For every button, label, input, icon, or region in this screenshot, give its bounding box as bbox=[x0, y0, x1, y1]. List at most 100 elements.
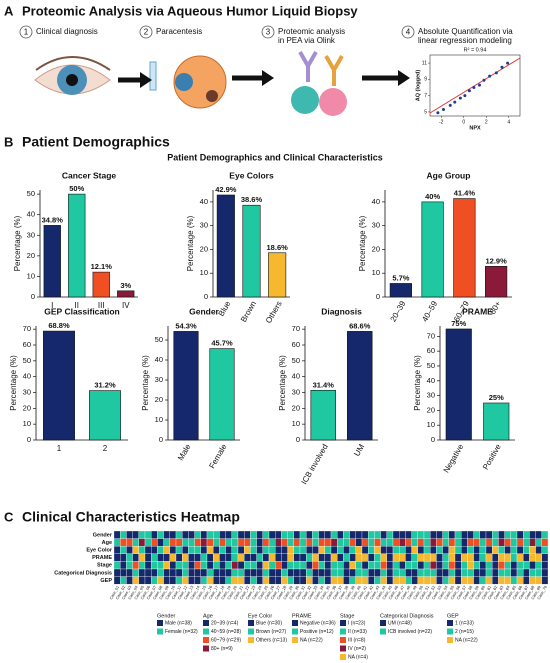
heatmap-column-label: Case_65 bbox=[506, 585, 517, 600]
heatmap-column-label: Case_35 bbox=[320, 585, 331, 600]
y-tick-label: 11 bbox=[422, 60, 427, 66]
heatmap-cell bbox=[492, 538, 499, 547]
heatmap-cell bbox=[368, 530, 375, 539]
heatmap-cell bbox=[436, 530, 443, 539]
heatmap-cell bbox=[411, 553, 418, 562]
heatmap-cell bbox=[399, 561, 406, 570]
step-text: Absolute Quantification via bbox=[418, 27, 513, 36]
heatmap-cell bbox=[386, 538, 394, 547]
heatmap-cell bbox=[361, 561, 369, 570]
heatmap-cell bbox=[399, 553, 406, 562]
y-axis-label: Percentage (%) bbox=[9, 355, 18, 411]
heatmap-cell bbox=[151, 576, 158, 585]
heatmap-cell bbox=[380, 576, 387, 585]
heatmap-cell bbox=[275, 576, 282, 585]
heatmap-cell bbox=[498, 561, 505, 570]
y-tick-label: 20 bbox=[155, 395, 163, 404]
x-tick-label: I bbox=[51, 301, 53, 310]
heatmap-cell bbox=[312, 553, 319, 562]
heatmap-cell bbox=[436, 553, 443, 562]
y-tick-label: 10 bbox=[23, 419, 31, 428]
heatmap-cell bbox=[120, 530, 127, 539]
heatmap-cell bbox=[138, 568, 146, 577]
heatmap-row-label: Gender bbox=[93, 532, 113, 538]
regression-line bbox=[429, 57, 521, 114]
y-tick-label: 20 bbox=[292, 403, 300, 412]
heatmap-cell bbox=[461, 546, 468, 554]
y-tick-label: 20 bbox=[23, 403, 31, 412]
heatmap-cell bbox=[461, 576, 468, 585]
heatmap-cell bbox=[275, 553, 282, 562]
y-tick-label: 20 bbox=[427, 405, 435, 414]
heatmap-cell bbox=[535, 576, 542, 585]
y-axis-label: AQ (logged) bbox=[415, 70, 421, 102]
y-tick-label: 50 bbox=[427, 361, 435, 370]
y-tick-label: 50 bbox=[155, 335, 163, 344]
heatmap-cell bbox=[126, 568, 133, 577]
y-tick-label: 60 bbox=[427, 346, 435, 355]
heatmap-column-label: Case_14 bbox=[190, 585, 201, 600]
heatmap-column-label: Case_11 bbox=[171, 585, 182, 600]
heatmap-cell bbox=[337, 576, 344, 585]
heatmap-cell bbox=[262, 530, 270, 539]
heatmap-cell bbox=[151, 530, 158, 539]
heatmap-cell bbox=[535, 538, 542, 547]
heatmap-cell bbox=[361, 568, 369, 577]
heatmap-cell bbox=[479, 568, 487, 577]
heatmap-cell bbox=[231, 568, 239, 577]
heatmap-cell bbox=[368, 568, 375, 577]
heatmap-cell bbox=[244, 576, 251, 585]
heatmap-cell bbox=[485, 530, 493, 539]
heatmap-cell bbox=[523, 568, 530, 577]
heatmap-column-label: Case_48 bbox=[400, 585, 411, 600]
heatmap-cell bbox=[144, 568, 152, 577]
heatmap-cell bbox=[541, 546, 549, 554]
legend-title: Eye Color bbox=[248, 613, 272, 619]
heatmap-cell bbox=[479, 561, 487, 570]
heatmap-cell bbox=[485, 568, 493, 577]
heatmap-cell bbox=[436, 561, 443, 570]
heatmap-cell bbox=[448, 553, 456, 562]
heatmap-cell bbox=[473, 576, 480, 585]
heatmap-cell bbox=[541, 553, 549, 562]
heatmap-cell bbox=[510, 538, 518, 547]
heatmap-column-label: Case_26 bbox=[264, 585, 275, 600]
point bbox=[458, 96, 462, 100]
legend-label: Negative (n=36) bbox=[300, 620, 336, 626]
heatmap-cell bbox=[361, 530, 369, 539]
heatmap-column-label: Case_09 bbox=[159, 585, 170, 600]
heatmap-cell bbox=[349, 530, 356, 539]
heatmap-cell bbox=[231, 561, 239, 570]
legend-label: I (n=23) bbox=[348, 620, 366, 626]
heatmap-cell bbox=[225, 538, 232, 547]
heatmap-cell bbox=[430, 553, 437, 562]
y-tick-label: 5 bbox=[424, 109, 427, 115]
heatmap-cell bbox=[138, 576, 146, 585]
heatmap-cell bbox=[541, 530, 549, 539]
y-tick-label: 10 bbox=[372, 268, 380, 277]
heatmap-cell bbox=[219, 576, 226, 585]
bar bbox=[216, 194, 235, 298]
bar bbox=[209, 348, 235, 441]
panel-subtitle: Patient Demographics and Clinical Charac… bbox=[167, 152, 383, 162]
heatmap-cell bbox=[498, 553, 505, 562]
heatmap-cell bbox=[448, 530, 456, 539]
heatmap-cell bbox=[126, 561, 133, 570]
heatmap-column-label: Case_44 bbox=[376, 585, 387, 600]
heatmap-column-label: Case_20 bbox=[227, 585, 238, 600]
heatmap-cell bbox=[380, 538, 387, 547]
heatmap-cell bbox=[200, 538, 208, 547]
panel-label: C bbox=[4, 509, 14, 524]
heatmap-cell bbox=[200, 546, 208, 554]
legend-swatch bbox=[447, 628, 453, 635]
heatmap-cell bbox=[479, 576, 487, 585]
heatmap-cell bbox=[361, 546, 369, 554]
heatmap-cell bbox=[237, 561, 245, 570]
heatmap-cell bbox=[324, 546, 332, 554]
step-number: 3 bbox=[266, 28, 271, 37]
y-tick-label: 30 bbox=[23, 387, 31, 396]
heatmap-cell bbox=[132, 546, 139, 554]
heatmap-cell bbox=[163, 568, 170, 577]
heatmap-column-label: Case_31 bbox=[295, 585, 306, 600]
heatmap-cell bbox=[250, 568, 257, 577]
